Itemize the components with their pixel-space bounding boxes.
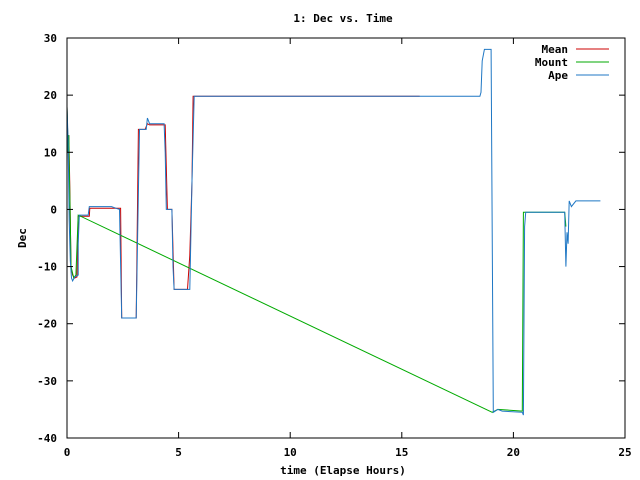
legend-label-mount: Mount [535,56,568,69]
y-tick-label: -10 [37,261,57,274]
plot-area-frame [66,37,626,439]
y-tick-label: -30 [37,375,57,388]
x-tick-label: 10 [284,446,297,459]
y-tick-label: 20 [44,89,57,102]
y-tick-label: -40 [37,432,57,445]
y-axis-label: Dec [16,228,29,248]
y-tick-label: 0 [50,203,57,216]
series-layer [66,48,601,416]
x-tick-label: 20 [507,446,520,459]
x-tick-label: 0 [64,446,71,459]
x-axis-label: time (Elapse Hours) [280,464,406,477]
series-line-mount [66,106,567,413]
y-tick-label: -20 [37,318,57,331]
legend-label-ape: Ape [548,69,568,82]
legend-label-mean: Mean [542,43,569,56]
x-tick-label: 25 [618,446,631,459]
chart-title: 1: Dec vs. Time [293,12,393,25]
ticks-layer: 0 5 10 15 20 25 -40 -30 -20 -10 0 10 20 30 [37,32,632,459]
y-tick-label: 10 [44,146,57,159]
y-tick-label: 30 [44,32,57,45]
series-line-mean [66,95,420,319]
series-line-ape [66,48,601,416]
x-tick-label: 15 [395,446,408,459]
x-tick-label: 5 [175,446,182,459]
